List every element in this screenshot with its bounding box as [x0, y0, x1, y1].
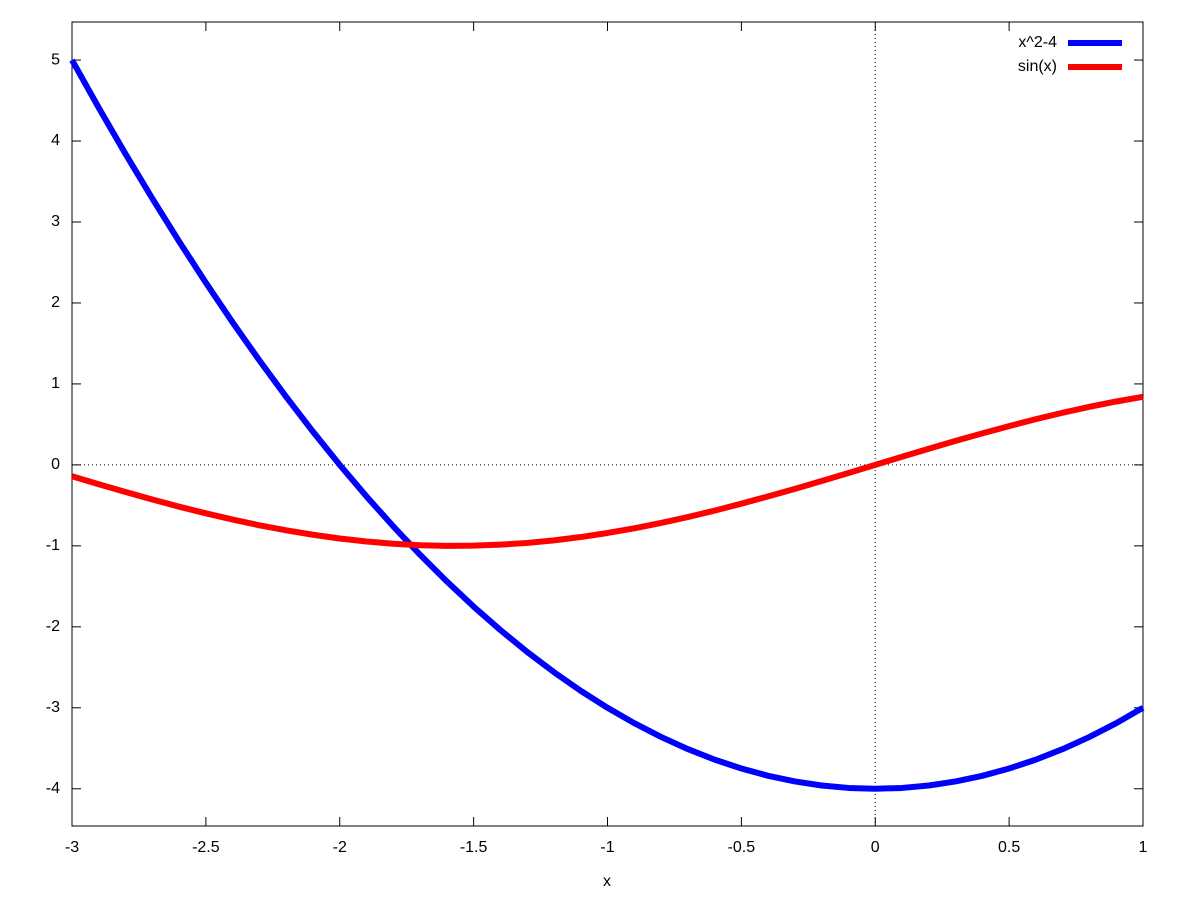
- x-tick-label: -1.5: [460, 839, 488, 856]
- y-tick-label: -4: [46, 780, 60, 797]
- x-tick-label: -3: [65, 839, 79, 856]
- y-tick-label: -1: [46, 537, 60, 554]
- y-tick-label: -2: [46, 618, 60, 635]
- y-tick-label: 0: [51, 456, 60, 473]
- x-tick-label: -1: [600, 839, 614, 856]
- x-tick-label: 1: [1139, 839, 1148, 856]
- x-tick-label: -0.5: [728, 839, 756, 856]
- x-tick-label: -2: [333, 839, 347, 856]
- x-tick-label: 0.5: [998, 839, 1020, 856]
- x-tick-label: 0: [871, 839, 880, 856]
- legend-label: x^2-4: [1018, 34, 1057, 51]
- y-tick-label: 2: [51, 294, 60, 311]
- x-axis-label: x: [603, 873, 611, 890]
- y-tick-label: 4: [51, 132, 60, 149]
- x-tick-label: -2.5: [192, 839, 220, 856]
- legend-label: sin(x): [1018, 58, 1057, 75]
- series-line: [71, 393, 1144, 549]
- y-tick-label: 5: [51, 51, 60, 68]
- y-tick-label: -3: [46, 699, 60, 716]
- y-tick-label: 3: [51, 213, 60, 230]
- y-tick-label: 1: [51, 375, 60, 392]
- series-line: [69, 58, 1145, 792]
